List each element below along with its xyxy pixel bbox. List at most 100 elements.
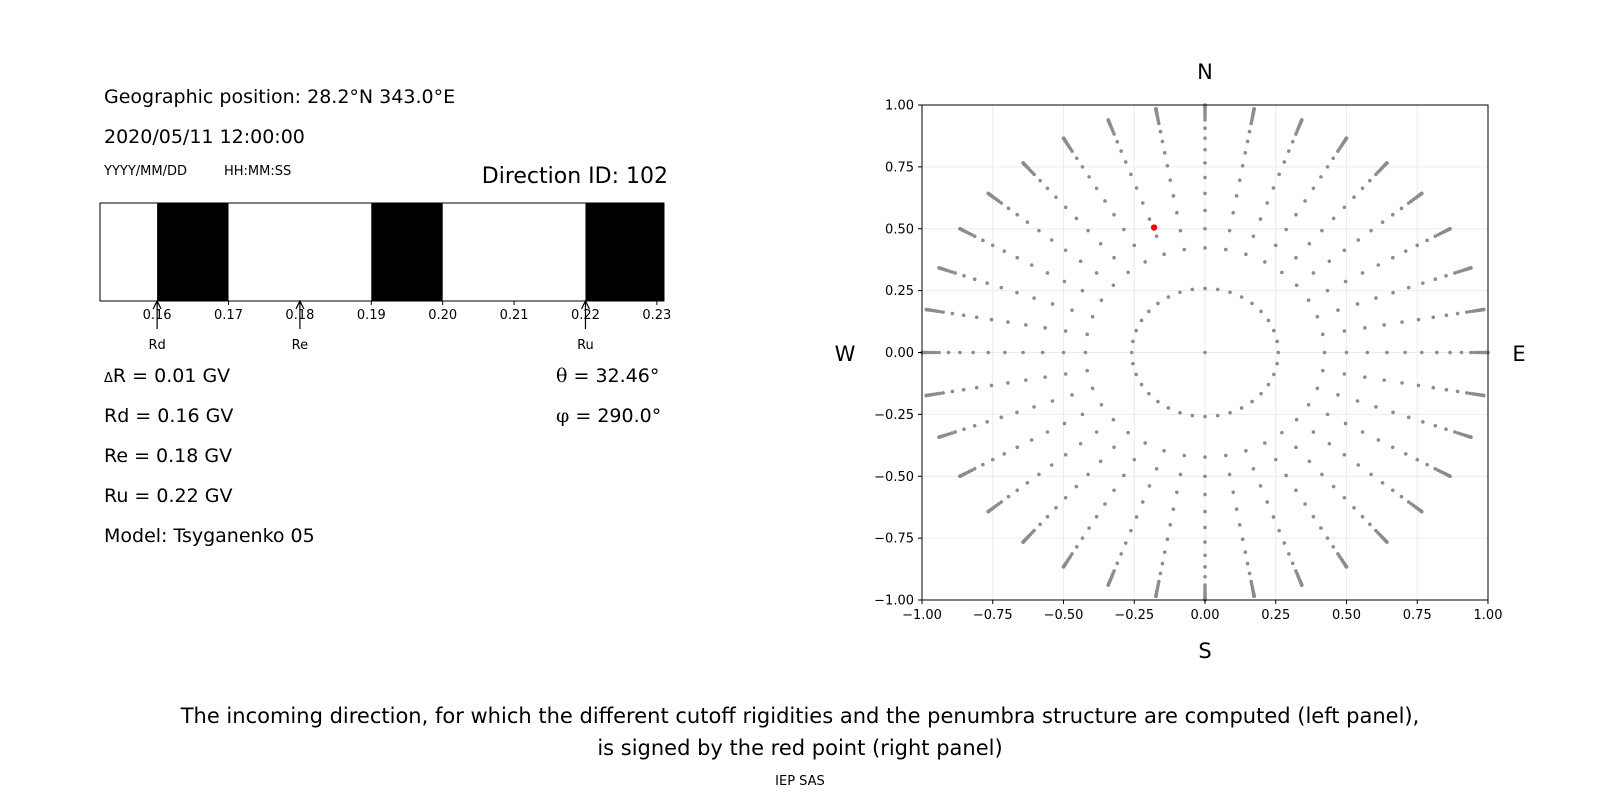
x-tick-label: −0.50 <box>1044 608 1084 623</box>
figure-caption: The incoming direction, for which the di… <box>0 700 1600 764</box>
grid-direction-point <box>1098 241 1103 246</box>
grid-direction-point <box>1416 383 1421 388</box>
grid-direction-point <box>1272 372 1276 377</box>
grid-direction-point <box>1203 565 1207 569</box>
delta-r-text: R = 0.01 GV <box>112 365 231 387</box>
grid-direction-point <box>1021 350 1025 355</box>
grid-direction-point <box>1263 260 1267 264</box>
grid-direction-point <box>1094 271 1099 275</box>
grid-direction-point <box>1307 459 1312 464</box>
y-tick-label: 0.75 <box>885 160 914 175</box>
grid-direction-point <box>1251 466 1256 471</box>
grid-direction-point <box>1154 106 1158 111</box>
grid-direction-point <box>1263 441 1267 445</box>
grid-direction-point <box>1024 323 1028 327</box>
grid-direction-point <box>1227 228 1232 233</box>
grid-direction-point <box>1021 161 1025 165</box>
grid-direction-point <box>1166 295 1171 299</box>
grid-direction-point <box>1237 178 1242 182</box>
grid-direction-point <box>1231 210 1235 215</box>
grid-direction-point <box>1203 226 1207 231</box>
grid-direction-point <box>1154 594 1158 599</box>
grid-direction-point <box>990 243 995 248</box>
grid-direction-point <box>1063 248 1068 253</box>
grid-direction-point <box>1178 290 1182 295</box>
grid-direction-point <box>1419 191 1424 196</box>
grid-direction-point <box>1331 216 1336 221</box>
grid-direction-point <box>1465 310 1469 314</box>
grid-direction-point <box>1320 472 1324 477</box>
grid-direction-point <box>1080 288 1085 293</box>
grid-direction-point <box>1103 199 1107 203</box>
grid-direction-point <box>1045 186 1050 191</box>
grid-direction-point <box>1280 430 1284 435</box>
x-tick-label: −1.00 <box>902 608 942 623</box>
grid-direction-point <box>1203 115 1207 119</box>
grid-direction-point <box>1421 281 1425 285</box>
grid-direction-point <box>972 466 977 471</box>
grid-direction-point <box>950 389 955 394</box>
grid-direction-point <box>1433 424 1438 428</box>
grid-direction-point <box>941 391 945 395</box>
grid-direction-point <box>1203 126 1207 130</box>
penumbra-tick-label: 0.17 <box>214 308 243 323</box>
grid-direction-point <box>1134 515 1139 519</box>
grid-direction-point <box>1143 441 1147 445</box>
grid-direction-point <box>1122 227 1126 232</box>
grid-direction-point <box>958 474 962 479</box>
grid-direction-point <box>1251 234 1256 239</box>
grid-direction-point <box>986 191 991 196</box>
penumbra-tick-label: 0.20 <box>428 308 457 323</box>
grid-direction-point <box>1425 238 1429 243</box>
grid-direction-point <box>1315 314 1320 319</box>
grid-direction-point <box>1325 288 1330 293</box>
grid-direction-point <box>1419 509 1424 514</box>
y-tick-label: −1.00 <box>874 594 914 609</box>
grid-direction-point <box>971 350 975 355</box>
grid-direction-point <box>1203 246 1207 250</box>
grid-direction-point <box>1171 507 1176 511</box>
grid-direction-point <box>1406 415 1411 420</box>
grid-direction-point <box>1154 466 1159 471</box>
grid-direction-point <box>1078 259 1083 264</box>
grid-direction-point <box>1472 350 1476 355</box>
grid-direction-point <box>1481 393 1486 398</box>
grid-direction-point <box>1249 579 1253 584</box>
grid-direction-point <box>1157 121 1161 126</box>
grid-direction-point <box>1320 368 1325 373</box>
grid-direction-point <box>1431 315 1436 320</box>
grid-direction-point <box>1178 228 1183 233</box>
grid-direction-point <box>1360 430 1365 434</box>
grid-direction-point <box>1431 385 1436 390</box>
grid-direction-point <box>1247 571 1252 576</box>
grid-direction-point <box>1299 118 1304 122</box>
grid-direction-point <box>1015 410 1019 415</box>
grid-direction-point <box>1203 118 1207 122</box>
grid-direction-point <box>1243 550 1248 554</box>
grid-direction-point <box>1086 472 1090 477</box>
grid-direction-point <box>981 462 985 467</box>
grid-direction-point <box>1245 139 1250 144</box>
grid-direction-point <box>1465 391 1469 395</box>
grid-direction-point <box>1239 295 1244 299</box>
grid-direction-point <box>999 201 1004 205</box>
ru-value: Ru = 0.22 GV <box>104 485 233 507</box>
grid-direction-point <box>1085 332 1090 337</box>
grid-direction-point <box>1029 438 1034 442</box>
grid-direction-point <box>989 317 994 322</box>
caption-line-1: The incoming direction, for which the di… <box>180 704 1420 728</box>
grid-direction-point <box>1098 459 1103 464</box>
grid-direction-point <box>1448 226 1452 231</box>
grid-direction-point <box>1178 410 1182 415</box>
grid-direction-point <box>1006 381 1010 385</box>
grid-direction-point <box>1382 323 1386 327</box>
grid-direction-point <box>1156 399 1160 404</box>
grid-direction-point <box>1203 492 1207 497</box>
marker-label-ru: Ru <box>577 338 594 353</box>
y-tick-label: −0.75 <box>874 532 914 547</box>
grid-direction-point <box>1363 375 1367 379</box>
grid-direction-point <box>1040 350 1045 355</box>
grid-direction-point <box>1240 537 1245 542</box>
delta-r-value: ΔR = 0.01 GV <box>104 365 230 387</box>
grid-direction-point <box>1080 165 1085 169</box>
